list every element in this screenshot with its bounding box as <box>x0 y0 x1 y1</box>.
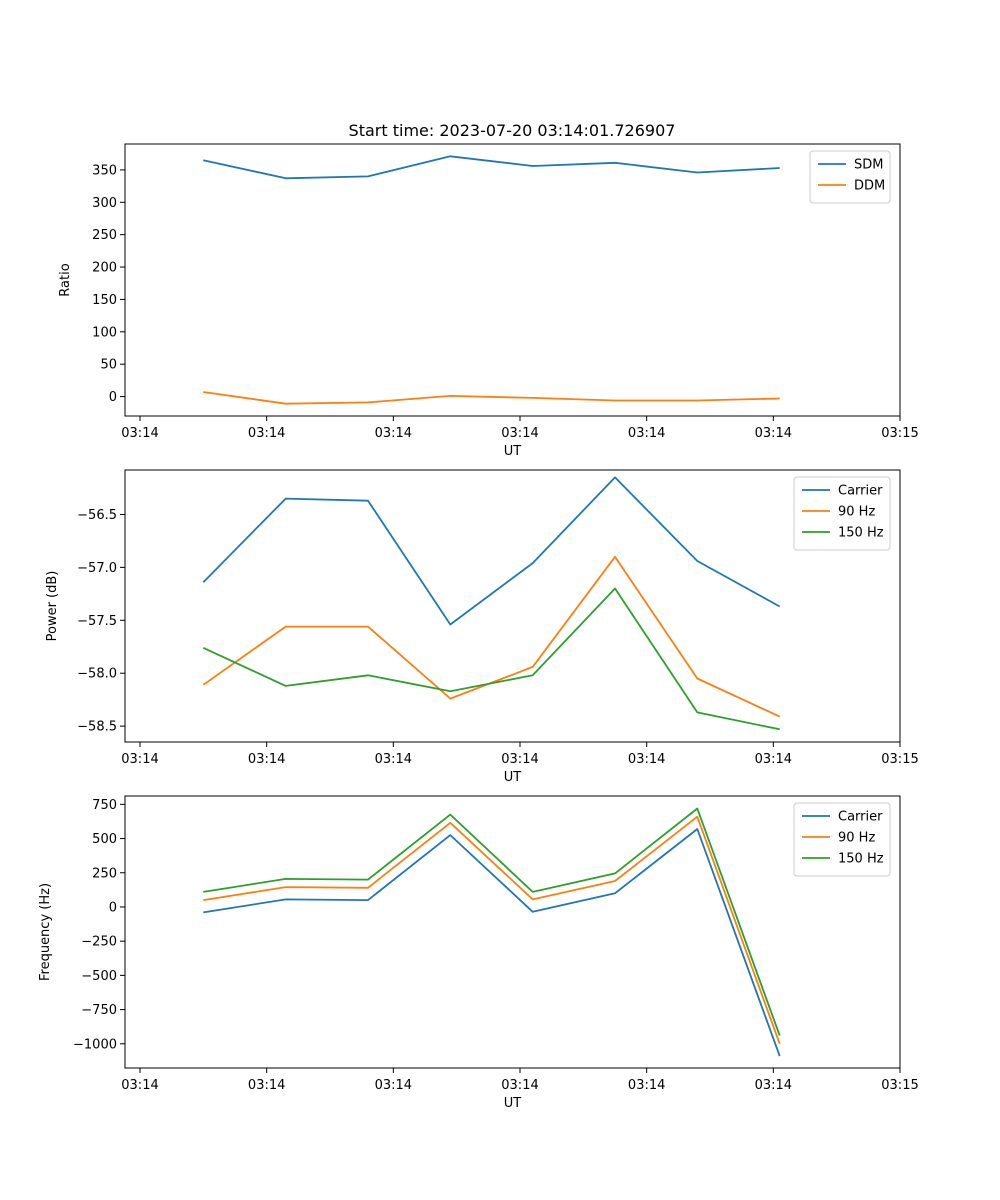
y-tick-label: −56.5 <box>77 508 117 523</box>
y-tick-label: 750 <box>92 798 117 813</box>
axes-frame <box>124 469 901 743</box>
x-tick-label: 03:14 <box>248 426 285 441</box>
x-tick-label: 03:14 <box>755 426 792 441</box>
y-axis-label: Ratio <box>58 263 73 296</box>
series-line-90-hz <box>203 815 781 1045</box>
x-tick-label: 03:14 <box>628 426 665 441</box>
x-tick-label: 03:15 <box>881 752 918 767</box>
y-tick-label: 0 <box>109 390 117 405</box>
y-tick-label: −57.5 <box>77 614 117 629</box>
x-tick-label: 03:15 <box>881 426 918 441</box>
power-panel: 03:14 03:14 03:14 03:14 03:14 03:14 03:15 −56.5… <box>45 469 919 785</box>
legend-entry: DDM <box>854 179 885 194</box>
y-tick-label: 250 <box>92 866 117 881</box>
y-tick-label: 350 <box>92 163 117 178</box>
legend-entry: Carrier <box>838 484 883 499</box>
series-line-carrier <box>202 476 781 626</box>
x-tick-label: 03:14 <box>755 752 792 767</box>
x-tick-label: 03:15 <box>881 1078 918 1093</box>
series-line-150-hz <box>203 807 781 1036</box>
y-tick-label: −500 <box>81 969 117 984</box>
y-tick-label: −750 <box>81 1003 117 1018</box>
y-tick-label: −58.5 <box>77 720 117 735</box>
x-axis-label: UT <box>504 1096 522 1111</box>
y-tick-label: −57.0 <box>77 561 117 576</box>
legend-entry: 150 Hz <box>838 852 884 867</box>
x-tick-label: 03:14 <box>248 752 285 767</box>
y-tick-label: 100 <box>92 325 117 340</box>
legend-entry: 90 Hz <box>838 505 875 520</box>
x-tick-label: 03:14 <box>121 1078 158 1093</box>
x-tick-label: 03:14 <box>501 752 538 767</box>
y-axis-label: Frequency (Hz) <box>38 883 53 981</box>
y-tick-label: −58.0 <box>77 667 117 682</box>
axes-frame <box>124 795 901 1069</box>
x-axis-label: UT <box>504 444 522 459</box>
y-tick-label: 0 <box>109 900 117 915</box>
x-tick-label: 03:14 <box>121 752 158 767</box>
x-tick-label: 03:14 <box>248 1078 285 1093</box>
y-tick-label: −1000 <box>73 1037 117 1052</box>
y-axis-label: Power (dB) <box>45 571 60 642</box>
series-line-sdm <box>203 155 780 180</box>
legend-entry: SDM <box>854 158 883 173</box>
axes-frame <box>124 143 901 417</box>
ratio-panel: 03:14 03:14 03:14 03:14 03:14 03:14 03:15 0 50 10… <box>58 143 919 459</box>
y-tick-label: 150 <box>92 293 117 308</box>
y-tick-label: 250 <box>92 228 117 243</box>
series-line-150-hz <box>202 587 780 731</box>
x-tick-label: 03:14 <box>501 1078 538 1093</box>
x-tick-label: 03:14 <box>501 426 538 441</box>
x-tick-label: 03:14 <box>628 1078 665 1093</box>
y-tick-label: 300 <box>92 196 117 211</box>
legend-entry: Carrier <box>838 810 883 825</box>
series-line-ddm <box>203 391 780 405</box>
y-tick-label: 50 <box>100 358 117 373</box>
x-tick-label: 03:14 <box>628 752 665 767</box>
x-axis-label: UT <box>504 770 522 785</box>
series-line-carrier <box>203 828 781 1057</box>
x-tick-label: 03:14 <box>755 1078 792 1093</box>
y-tick-label: 200 <box>92 261 117 276</box>
frequency-panel: 03:14 03:14 03:14 03:14 03:14 03:14 03:15 750 50… <box>38 795 919 1111</box>
y-tick-label: 500 <box>92 832 117 847</box>
x-tick-label: 03:14 <box>375 1078 412 1093</box>
y-tick-label: −250 <box>81 935 117 950</box>
x-tick-label: 03:14 <box>375 752 412 767</box>
legend-entry: 90 Hz <box>838 831 875 846</box>
legend-entry: 150 Hz <box>838 526 884 541</box>
x-tick-label: 03:14 <box>375 426 412 441</box>
figure-title: Start time: 2023-07-20 03:14:01.726907 <box>349 121 676 140</box>
x-tick-label: 03:14 <box>121 426 158 441</box>
